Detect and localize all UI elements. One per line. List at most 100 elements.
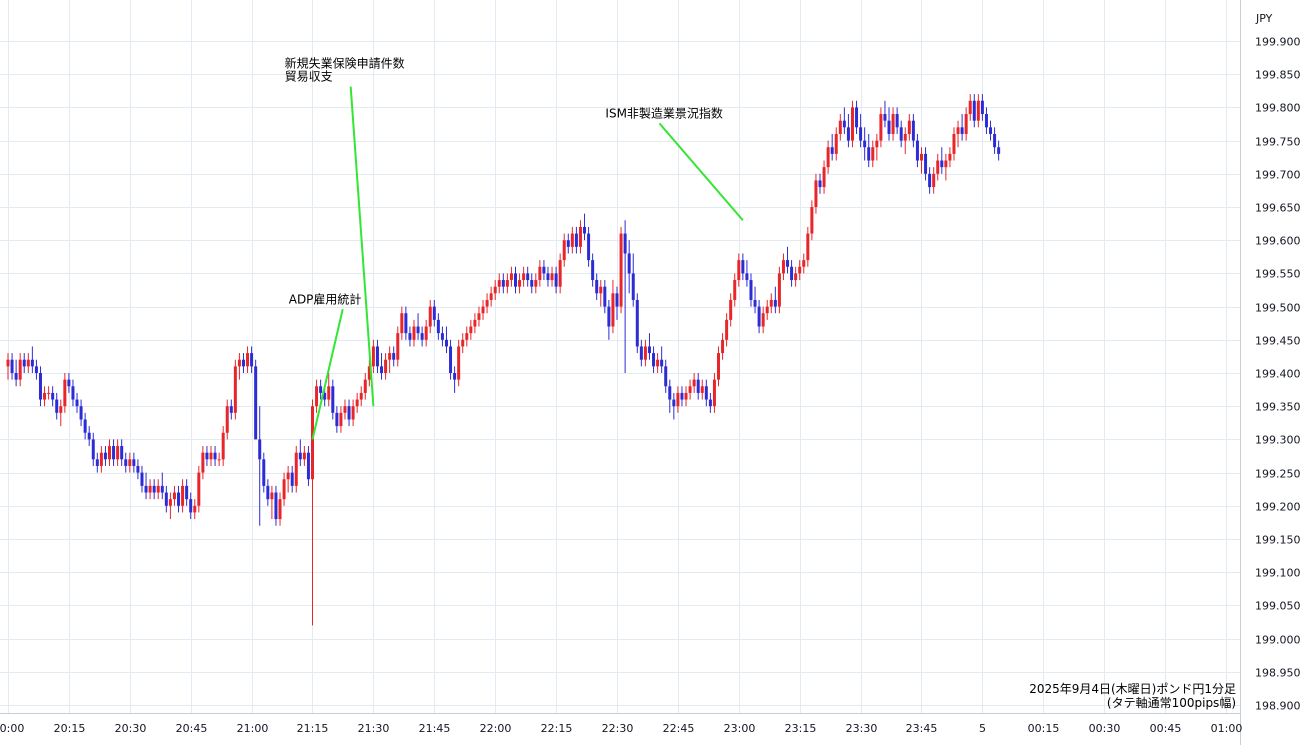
candle-body <box>595 280 599 294</box>
candle-body <box>761 313 765 327</box>
annotation-label: 新規失業保険申請件数 <box>285 56 405 71</box>
candle-down <box>241 353 245 373</box>
candle-down <box>542 260 546 281</box>
candle-body <box>639 346 643 360</box>
price-tick-label: 199.600 <box>1255 235 1300 248</box>
time-tick-label: 22:15 <box>541 722 573 735</box>
time-tick-label: 20:15 <box>54 722 86 735</box>
candle-body <box>298 452 302 460</box>
candle-body <box>120 446 124 460</box>
candle-body <box>148 485 152 493</box>
candle-up <box>550 266 554 287</box>
candle-down <box>749 273 753 307</box>
time-tick-label: 00:15 <box>1028 722 1060 735</box>
candle-body <box>221 432 225 460</box>
candle-body <box>660 359 664 367</box>
candle-body <box>38 373 42 400</box>
candle-body <box>558 260 562 287</box>
candle-down <box>298 439 302 466</box>
candle-body <box>140 472 144 486</box>
candle-up <box>952 127 956 161</box>
candle-down <box>177 485 181 513</box>
time-tick-label: 22:45 <box>663 722 695 735</box>
candle-down <box>347 399 351 427</box>
candle-up <box>729 293 733 327</box>
candle-down <box>940 147 944 174</box>
candle-body <box>327 386 331 400</box>
candle-up <box>246 346 250 373</box>
candle-up <box>209 446 213 466</box>
candle-body <box>647 346 651 354</box>
candle-body <box>826 147 830 168</box>
chart-caption-line2: (タテ軸通常100pips幅) <box>1107 695 1236 710</box>
candle-body <box>920 153 923 161</box>
candle-body <box>209 452 213 460</box>
candle-body <box>22 359 26 367</box>
candle-body <box>887 120 891 134</box>
candle-body <box>367 366 371 380</box>
candle-down <box>757 299 761 334</box>
candle-body <box>416 326 420 334</box>
time-tick-label: 20:00 <box>0 722 24 735</box>
candle-body <box>237 359 241 367</box>
candle-body <box>160 485 164 493</box>
candle-body <box>262 459 266 486</box>
candle-body <box>26 359 30 367</box>
candle-down <box>883 100 887 128</box>
candle-up <box>712 373 716 413</box>
candle-body <box>193 505 197 513</box>
candle-body <box>505 280 509 287</box>
candle-body <box>956 127 960 134</box>
candle-body <box>481 306 485 314</box>
candle-down <box>112 439 116 466</box>
candle-body <box>952 133 956 154</box>
candle-down <box>924 147 928 181</box>
candle-up <box>534 273 538 294</box>
candle-up <box>47 386 51 400</box>
candle-body <box>684 392 688 400</box>
candle-up <box>63 373 67 413</box>
candle-body <box>859 127 863 141</box>
candle-body <box>112 446 116 460</box>
candle-down <box>566 233 570 254</box>
candle-down <box>10 353 14 380</box>
candle-body <box>250 353 254 367</box>
event-annotation: ISM非製造業景況指数 <box>605 105 744 221</box>
candle-body <box>940 160 944 168</box>
price-tick-label: 199.300 <box>1255 434 1300 447</box>
candle-body <box>867 147 871 161</box>
candle-up <box>505 273 509 294</box>
candle-body <box>936 160 940 174</box>
candle-body <box>972 100 976 121</box>
candle-body <box>420 333 424 340</box>
candle-up <box>810 200 814 241</box>
annotation-label: ADP雇用統計 <box>289 291 362 306</box>
candle-down <box>928 167 932 194</box>
candle-up <box>302 446 306 466</box>
candle-body <box>871 147 875 161</box>
candle-up <box>903 127 907 154</box>
candle-down <box>250 346 254 373</box>
candle-up <box>834 127 838 161</box>
candle-down <box>34 359 38 380</box>
candle-body <box>225 406 229 433</box>
candle-up <box>339 406 343 433</box>
candle-up <box>465 326 469 347</box>
candle-down <box>75 392 79 413</box>
candle-body <box>392 353 396 360</box>
price-axis[interactable]: 199.900 199.850 199.800 199.750 199.700 199.6… <box>1255 36 1300 713</box>
candle-body <box>132 459 136 466</box>
candle-down <box>607 299 611 340</box>
price-tick-label: 199.350 <box>1255 401 1300 414</box>
candle-body <box>331 386 335 413</box>
candle-down <box>790 260 794 287</box>
time-axis[interactable]: 20:00 20:15 20:30 20:45 21:00 21:15 21:30 21:45… <box>0 722 1242 735</box>
candle-body <box>745 273 749 281</box>
candle-down <box>595 273 599 300</box>
candle-up <box>570 226 574 254</box>
candle-down <box>635 293 639 354</box>
price-tick-label: 199.450 <box>1255 335 1300 348</box>
